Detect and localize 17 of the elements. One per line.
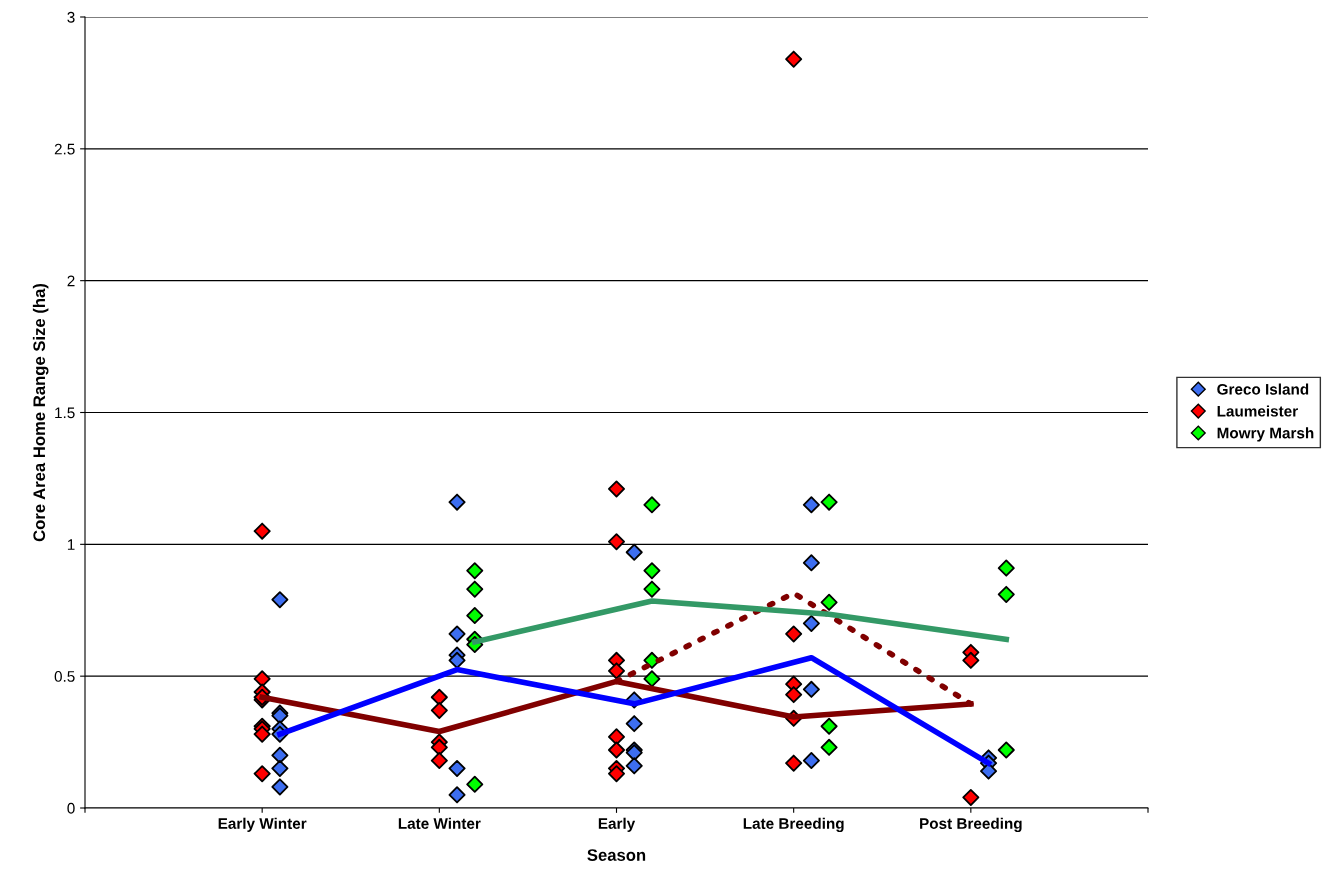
y-tick-label: 1 xyxy=(67,539,75,550)
legend-label: Greco Island xyxy=(1217,383,1309,395)
x-tick-label: Post Breeding xyxy=(920,817,1022,833)
y-tick-label: 0 xyxy=(67,802,75,814)
x-axis-title: Season xyxy=(587,849,646,861)
y-axis-title: Core Area Home Range Size (ha) xyxy=(32,283,49,542)
legend-label: Laumeister xyxy=(1217,405,1298,417)
y-tick-label: 2 xyxy=(67,275,75,287)
legend-label: Mowry Marsh xyxy=(1217,427,1314,442)
x-tick-label: Early xyxy=(598,817,636,832)
x-tick-label: Late Breeding xyxy=(743,817,844,833)
y-tick-label: 0.5 xyxy=(54,671,75,682)
y-tick-label: 3 xyxy=(67,11,75,23)
x-tick-label: Early Winter xyxy=(218,817,307,832)
y-tick-label: 1.5 xyxy=(55,407,75,419)
y-tick-label: 2.5 xyxy=(54,143,75,155)
x-tick-label: Late Winter xyxy=(398,817,481,829)
